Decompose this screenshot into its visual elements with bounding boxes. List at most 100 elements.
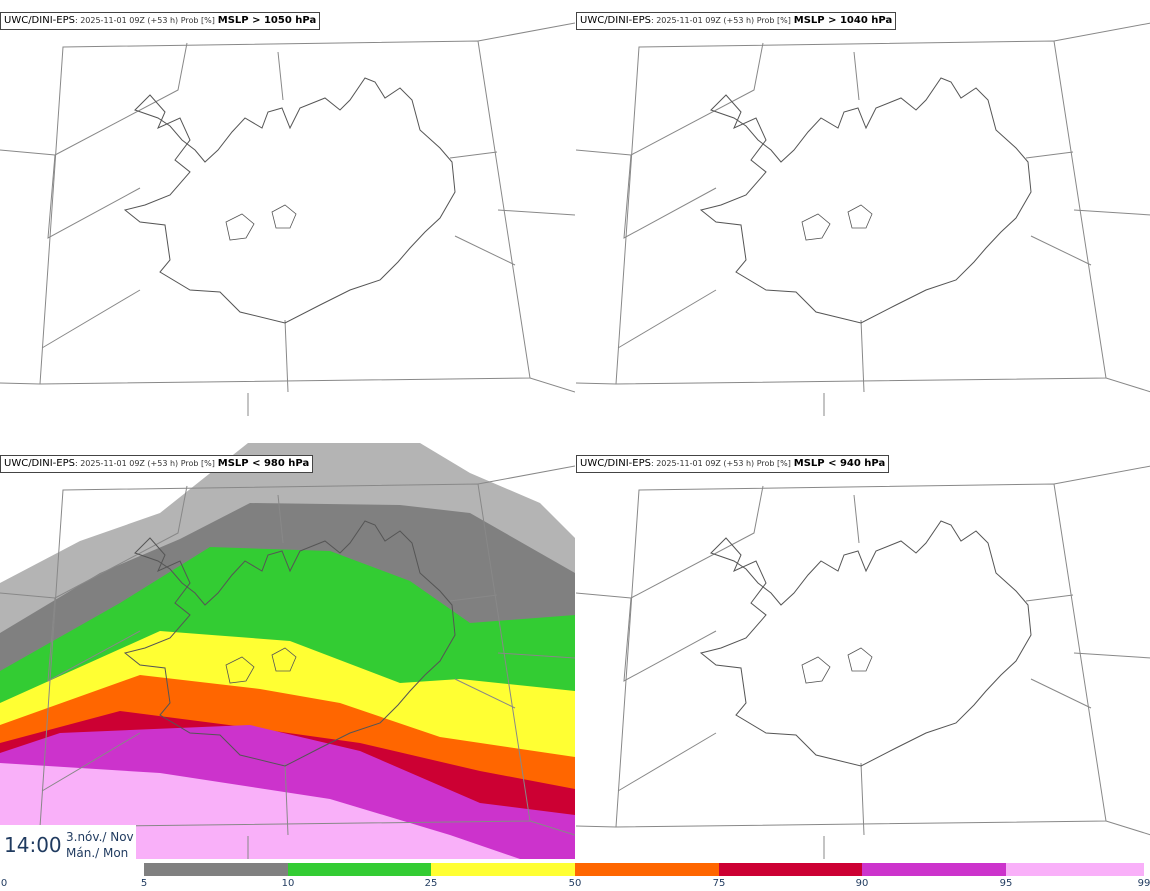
region-boundary xyxy=(576,149,632,156)
lake-outline xyxy=(801,213,831,241)
probability-bands xyxy=(0,443,575,859)
region-boundary xyxy=(853,51,860,101)
region-boundary xyxy=(454,678,516,709)
legend-tick-label: 25 xyxy=(424,878,438,889)
run-meta: : 2025-11-01 09Z (+53 h) Prob [%] xyxy=(650,459,791,468)
region-boundary xyxy=(277,494,284,544)
lake-outline xyxy=(271,647,297,672)
region-boundary xyxy=(0,382,41,385)
region-boundary xyxy=(529,820,575,836)
legend-tick-label: 75 xyxy=(712,878,726,889)
legend-tick-label: 90 xyxy=(855,878,869,889)
iceland-coastline xyxy=(699,77,1032,324)
panel-title: UWC/DINI-EPS: 2025-11-01 09Z (+53 h) Pro… xyxy=(0,12,321,30)
iceland-coastline xyxy=(699,520,1032,767)
region-boundary xyxy=(617,732,717,792)
valid-time: 14:00 xyxy=(4,833,62,857)
probability-legend: 0 5 10 25 50 75 90 95 99 xyxy=(0,862,1150,891)
region-boundary xyxy=(477,465,575,485)
map-canvas xyxy=(576,22,1150,416)
run-meta: : 2025-11-01 09Z (+53 h) Prob [%] xyxy=(74,459,215,468)
region-boundary xyxy=(1105,820,1150,836)
region-boundary xyxy=(615,40,1107,385)
lake-outline xyxy=(847,204,873,229)
threshold-label: MSLP < 980 hPa xyxy=(217,458,310,469)
threshold-label: MSLP > 1050 hPa xyxy=(217,15,317,26)
model-name: UWC/DINI-EPS xyxy=(4,15,75,26)
region-boundary xyxy=(41,289,141,349)
region-boundary xyxy=(1030,678,1092,709)
region-boundary xyxy=(860,319,865,393)
lake-outline xyxy=(847,647,873,672)
region-boundary xyxy=(860,762,865,836)
legend-tick-label: 0 xyxy=(0,878,8,889)
map-canvas xyxy=(0,22,575,416)
region-boundary xyxy=(449,594,498,602)
legend-tick-label: 50 xyxy=(568,878,582,889)
region-boundary xyxy=(576,825,617,828)
legend-color-segment xyxy=(288,863,431,876)
legend-color-segment xyxy=(144,863,288,876)
panel-title: UWC/DINI-EPS: 2025-11-01 09Z (+53 h) Pro… xyxy=(576,455,890,473)
run-meta: : 2025-11-01 09Z (+53 h) Prob [%] xyxy=(650,16,791,25)
legend-color-segment xyxy=(431,863,575,876)
lake-outline xyxy=(225,656,255,684)
map-panel-mslp-lt-940: UWC/DINI-EPS: 2025-11-01 09Z (+53 h) Pro… xyxy=(576,443,1150,859)
panel-title: UWC/DINI-EPS: 2025-11-01 09Z (+53 h) Pro… xyxy=(0,455,314,473)
region-boundary xyxy=(277,51,284,101)
region-boundary xyxy=(1053,22,1150,42)
valid-date: 3.nóv./ Nov xyxy=(66,830,134,844)
model-name: UWC/DINI-EPS xyxy=(580,15,651,26)
legend-color-segment xyxy=(862,863,1006,876)
region-boundary xyxy=(1030,235,1092,266)
map-canvas xyxy=(0,443,575,859)
region-boundary xyxy=(47,485,188,682)
region-boundary xyxy=(623,42,764,239)
region-boundary xyxy=(284,319,289,393)
region-boundary xyxy=(47,42,188,239)
region-boundary xyxy=(0,592,56,599)
model-name: UWC/DINI-EPS xyxy=(4,458,75,469)
region-boundary xyxy=(576,382,617,385)
region-boundary xyxy=(1053,465,1150,485)
legend-color-segment xyxy=(1006,863,1144,876)
map-panel-mslp-gt-1040: UWC/DINI-EPS: 2025-11-01 09Z (+53 h) Pro… xyxy=(576,0,1150,416)
region-boundary xyxy=(1105,377,1150,393)
region-boundary xyxy=(284,762,289,836)
map-canvas xyxy=(576,465,1150,859)
region-boundary xyxy=(39,40,531,385)
region-boundary xyxy=(529,377,575,393)
map-panel-mslp-gt-1050: UWC/DINI-EPS: 2025-11-01 09Z (+53 h) Pro… xyxy=(0,0,575,416)
legend-color-segment xyxy=(575,863,719,876)
lake-outline xyxy=(225,213,255,241)
region-boundary xyxy=(477,22,575,42)
region-boundary xyxy=(449,151,498,159)
panel-title: UWC/DINI-EPS: 2025-11-01 09Z (+53 h) Pro… xyxy=(576,12,897,30)
region-boundary xyxy=(497,652,575,659)
valid-weekday: Mán./ Mon xyxy=(66,846,129,860)
valid-time-box: 14:00 3.nóv./ Nov Mán./ Mon xyxy=(0,825,136,865)
legend-tick-label: 10 xyxy=(281,878,295,889)
region-boundary xyxy=(576,592,632,599)
legend-tick-label: 95 xyxy=(999,878,1013,889)
region-boundary xyxy=(497,209,575,216)
region-boundary xyxy=(1025,594,1074,602)
region-boundary xyxy=(1025,151,1074,159)
region-boundary xyxy=(454,235,516,266)
run-meta: : 2025-11-01 09Z (+53 h) Prob [%] xyxy=(74,16,215,25)
lake-outline xyxy=(801,656,831,684)
lake-outline xyxy=(271,204,297,229)
iceland-coastline xyxy=(123,77,456,324)
region-boundary xyxy=(853,494,860,544)
threshold-label: MSLP < 940 hPa xyxy=(793,458,886,469)
map-panel-mslp-lt-980: UWC/DINI-EPS: 2025-11-01 09Z (+53 h) Pro… xyxy=(0,443,575,859)
legend-color-segment xyxy=(719,863,862,876)
region-boundary xyxy=(0,149,56,156)
region-boundary xyxy=(1073,209,1150,216)
legend-tick-label: 5 xyxy=(140,878,148,889)
threshold-label: MSLP > 1040 hPa xyxy=(793,15,893,26)
region-boundary xyxy=(41,732,141,792)
legend-tick-label: 99 xyxy=(1137,878,1150,889)
model-name: UWC/DINI-EPS xyxy=(580,458,651,469)
region-boundary xyxy=(615,483,1107,828)
